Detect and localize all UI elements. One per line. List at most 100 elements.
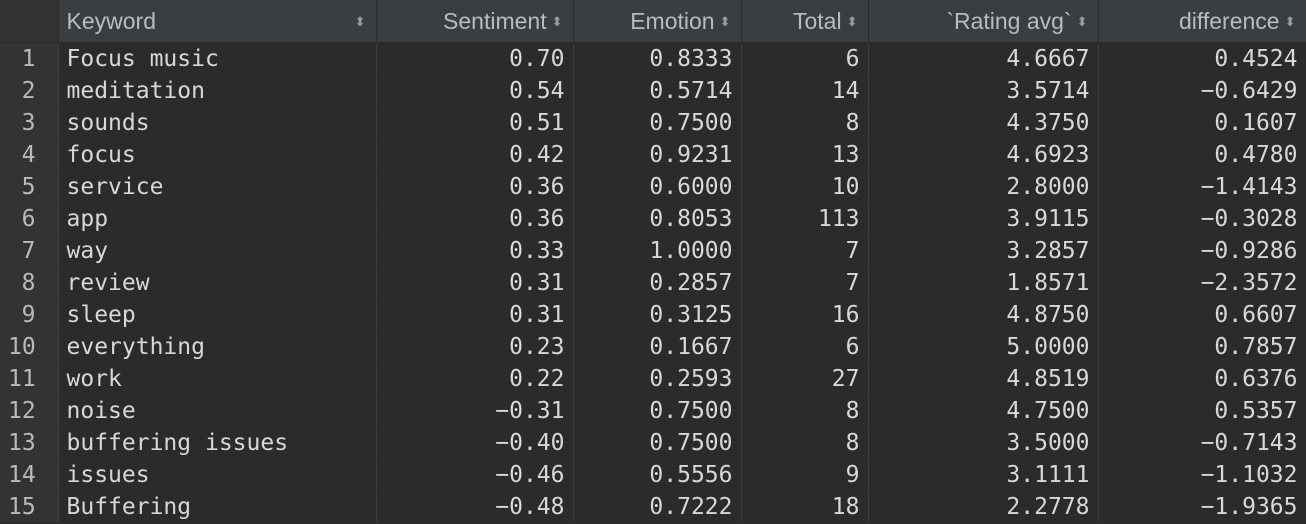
cell-rating-avg[interactable]: 2.2778 [868,490,1099,523]
cell-sentiment[interactable]: −0.40 [376,426,574,459]
cell-keyword[interactable]: buffering issues [58,426,377,459]
cell-emotion[interactable]: 0.5556 [573,458,742,491]
table-row[interactable]: 4 focus 0.42 0.9231 13 4.6923 0.4780 [0,138,1306,171]
cell-sentiment[interactable]: 0.31 [376,266,574,299]
cell-keyword[interactable]: work [58,362,377,395]
cell-rating-avg[interactable]: 4.7500 [868,394,1099,427]
column-header-emotion[interactable]: Emotion ⬍ [573,0,742,43]
cell-sentiment[interactable]: 0.51 [376,106,574,139]
cell-total[interactable]: 6 [741,42,869,75]
table-row[interactable]: 5 service 0.36 0.6000 10 2.8000 −1.4143 [0,170,1306,203]
cell-difference[interactable]: −2.3572 [1098,266,1306,299]
cell-emotion[interactable]: 0.7500 [573,106,742,139]
cell-rating-avg[interactable]: 5.0000 [868,330,1099,363]
cell-keyword[interactable]: issues [58,458,377,491]
cell-keyword[interactable]: way [58,234,377,267]
cell-total[interactable]: 10 [741,170,869,203]
column-header-total[interactable]: Total ⬍ [741,0,869,43]
column-header-rating-avg[interactable]: `Rating avg` ⬍ [868,0,1099,43]
cell-difference[interactable]: 0.4524 [1098,42,1306,75]
cell-keyword[interactable]: meditation [58,74,377,107]
cell-difference[interactable]: −1.1032 [1098,458,1306,491]
cell-difference[interactable]: −1.9365 [1098,490,1306,523]
cell-sentiment[interactable]: 0.70 [376,42,574,75]
table-row[interactable]: 11 work 0.22 0.2593 27 4.8519 0.6376 [0,362,1306,395]
cell-sentiment[interactable]: −0.31 [376,394,574,427]
cell-difference[interactable]: 0.7857 [1098,330,1306,363]
cell-emotion[interactable]: 0.7222 [573,490,742,523]
table-row[interactable]: 3 sounds 0.51 0.7500 8 4.3750 0.1607 [0,106,1306,139]
table-row[interactable]: 13 buffering issues −0.40 0.7500 8 3.5000 −0.7… [0,426,1306,459]
table-row[interactable]: 7 way 0.33 1.0000 7 3.2857 −0.9286 [0,234,1306,267]
cell-difference[interactable]: −0.9286 [1098,234,1306,267]
table-row[interactable]: 6 app 0.36 0.8053 113 3.9115 −0.3028 [0,202,1306,235]
cell-difference[interactable]: 0.6607 [1098,298,1306,331]
cell-difference[interactable]: 0.6376 [1098,362,1306,395]
cell-sentiment[interactable]: 0.33 [376,234,574,267]
cell-total[interactable]: 16 [741,298,869,331]
cell-emotion[interactable]: 0.1667 [573,330,742,363]
cell-emotion[interactable]: 1.0000 [573,234,742,267]
cell-rating-avg[interactable]: 3.5714 [868,74,1099,107]
cell-difference[interactable]: 0.4780 [1098,138,1306,171]
cell-difference[interactable]: −0.7143 [1098,426,1306,459]
cell-keyword[interactable]: sleep [58,298,377,331]
sort-updown-icon[interactable]: ⬍ [1076,13,1088,29]
cell-total[interactable]: 7 [741,234,869,267]
table-row[interactable]: 12 noise −0.31 0.7500 8 4.7500 0.5357 [0,394,1306,427]
cell-total[interactable]: 13 [741,138,869,171]
cell-total[interactable]: 7 [741,266,869,299]
cell-total[interactable]: 14 [741,74,869,107]
cell-emotion[interactable]: 0.6000 [573,170,742,203]
cell-keyword[interactable]: noise [58,394,377,427]
sort-updown-icon[interactable]: ⬍ [846,13,858,29]
cell-sentiment[interactable]: −0.48 [376,490,574,523]
cell-emotion[interactable]: 0.8333 [573,42,742,75]
cell-keyword[interactable]: focus [58,138,377,171]
cell-rating-avg[interactable]: 4.3750 [868,106,1099,139]
table-row[interactable]: 15 Buffering −0.48 0.7222 18 2.2778 −1.9365 [0,490,1306,523]
sort-updown-icon[interactable]: ⬍ [719,13,731,29]
table-row[interactable]: 1 Focus music 0.70 0.8333 6 4.6667 0.4524 [0,42,1306,75]
cell-sentiment[interactable]: 0.36 [376,202,574,235]
cell-sentiment[interactable]: 0.23 [376,330,574,363]
table-row[interactable]: 8 review 0.31 0.2857 7 1.8571 −2.3572 [0,266,1306,299]
cell-sentiment[interactable]: 0.22 [376,362,574,395]
sort-updown-icon[interactable]: ⬍ [551,13,563,29]
cell-keyword[interactable]: Focus music [58,42,377,75]
cell-keyword[interactable]: app [58,202,377,235]
cell-total[interactable]: 9 [741,458,869,491]
cell-total[interactable]: 27 [741,362,869,395]
cell-sentiment[interactable]: 0.54 [376,74,574,107]
cell-rating-avg[interactable]: 2.8000 [868,170,1099,203]
cell-difference[interactable]: −0.6429 [1098,74,1306,107]
cell-difference[interactable]: 0.1607 [1098,106,1306,139]
cell-total[interactable]: 8 [741,394,869,427]
cell-sentiment[interactable]: 0.31 [376,298,574,331]
cell-emotion[interactable]: 0.9231 [573,138,742,171]
column-header-sentiment[interactable]: Sentiment ⬍ [376,0,574,43]
cell-total[interactable]: 113 [741,202,869,235]
cell-total[interactable]: 8 [741,426,869,459]
column-header-difference[interactable]: difference ⬍ [1098,0,1306,43]
cell-rating-avg[interactable]: 1.8571 [868,266,1099,299]
cell-total[interactable]: 6 [741,330,869,363]
cell-rating-avg[interactable]: 3.2857 [868,234,1099,267]
cell-total[interactable]: 18 [741,490,869,523]
cell-total[interactable]: 8 [741,106,869,139]
table-row[interactable]: 14 issues −0.46 0.5556 9 3.1111 −1.1032 [0,458,1306,491]
cell-keyword[interactable]: service [58,170,377,203]
cell-emotion[interactable]: 0.8053 [573,202,742,235]
cell-rating-avg[interactable]: 3.9115 [868,202,1099,235]
cell-rating-avg[interactable]: 4.8519 [868,362,1099,395]
cell-rating-avg[interactable]: 4.6667 [868,42,1099,75]
sort-updown-icon[interactable]: ⬍ [354,13,366,29]
cell-sentiment[interactable]: −0.46 [376,458,574,491]
table-row[interactable]: 10 everything 0.23 0.1667 6 5.0000 0.7857 [0,330,1306,363]
table-row[interactable]: 2 meditation 0.54 0.5714 14 3.5714 −0.6429 [0,74,1306,107]
cell-rating-avg[interactable]: 3.5000 [868,426,1099,459]
sort-updown-icon[interactable]: ⬍ [1284,13,1296,29]
cell-keyword[interactable]: Buffering [58,490,377,523]
cell-emotion[interactable]: 0.7500 [573,426,742,459]
cell-difference[interactable]: 0.5357 [1098,394,1306,427]
